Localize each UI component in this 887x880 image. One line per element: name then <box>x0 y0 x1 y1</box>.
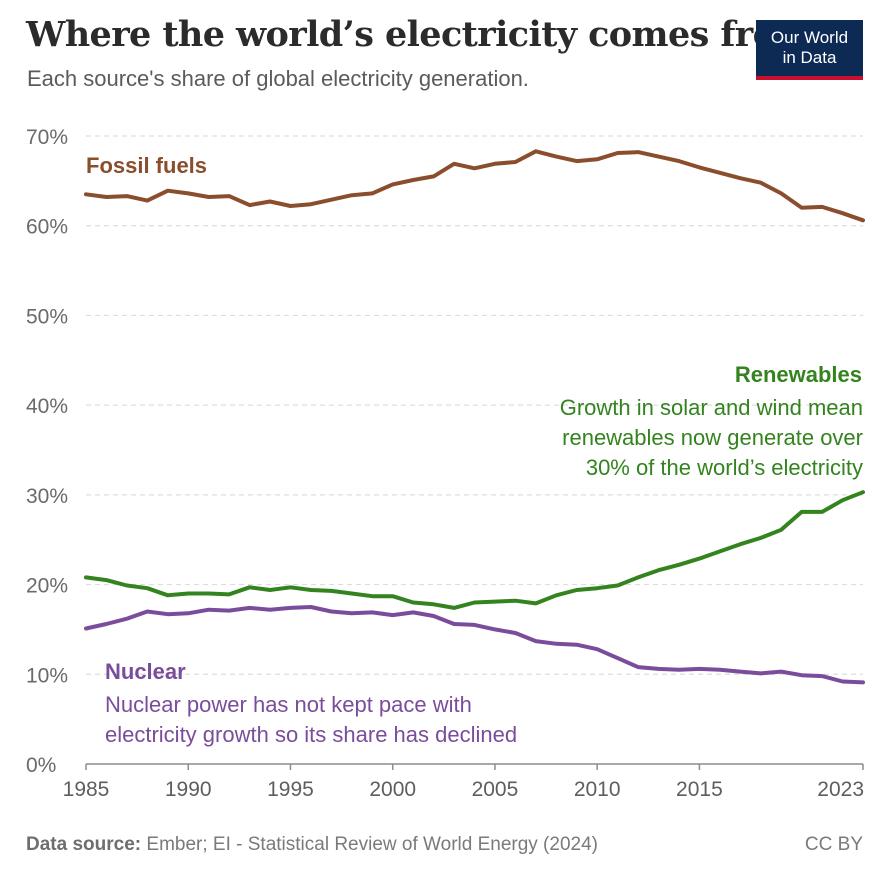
series-lines <box>84 149 865 685</box>
y-tick-label: 70% <box>26 126 68 149</box>
renewables-note: Growth in solar and wind mean renewables… <box>560 393 863 483</box>
chart-subtitle: Each source's share of global electricit… <box>27 66 529 91</box>
series-line-renewables[interactable] <box>84 490 865 610</box>
x-tick-label: 2010 <box>574 778 621 801</box>
y-axis-ticks: 0% 10% 20% 30% 40% 50% 60% 70% <box>26 126 68 777</box>
y-tick-label: 20% <box>26 575 68 598</box>
x-tick-label: 1990 <box>165 778 212 801</box>
renewables-note-line: renewables now generate over <box>562 425 863 450</box>
x-tick-label: 1985 <box>63 778 110 801</box>
x-tick-label: 2005 <box>472 778 519 801</box>
renewables-label: Renewables <box>734 362 862 387</box>
series-line-fossil-fuels[interactable] <box>84 149 865 223</box>
data-source: Data source: Ember; EI - Statistical Rev… <box>26 834 598 856</box>
series-line-nuclear[interactable] <box>84 605 865 685</box>
x-tick-label: 2000 <box>369 778 416 801</box>
y-tick-label: 0% <box>26 754 56 777</box>
nuclear-note-line: electricity growth so its share has decl… <box>105 722 518 747</box>
data-source-label: Data source: <box>26 834 142 855</box>
x-tick-label: 2023 <box>817 778 864 801</box>
data-source-text: Ember; EI - Statistical Review of World … <box>146 834 598 855</box>
chart-title: Where the world’s electricity comes from <box>26 14 812 55</box>
y-tick-label: 30% <box>26 485 68 508</box>
y-tick-label: 10% <box>26 664 68 687</box>
renewables-note-line: Growth in solar and wind mean <box>559 395 863 420</box>
owid-logo[interactable]: Our World in Data <box>756 20 863 80</box>
y-tick-label: 40% <box>26 395 68 418</box>
renewables-note-line: 30% of the world’s electricity <box>585 455 863 480</box>
fossil-fuels-label: Fossil fuels <box>86 153 208 178</box>
x-tick-label: 2015 <box>676 778 723 801</box>
logo-line-1: Our World <box>770 28 849 47</box>
nuclear-label: Nuclear <box>105 659 186 684</box>
x-axis: 1985 1990 1995 2000 2005 2010 2015 2023 <box>63 763 864 801</box>
y-tick-label: 50% <box>26 305 68 328</box>
nuclear-note-line: Nuclear power has not kept pace with <box>105 692 472 717</box>
y-tick-label: 60% <box>26 216 68 239</box>
license[interactable]: CC BY <box>804 834 863 855</box>
nuclear-note: Nuclear power has not kept pace with ele… <box>105 690 517 750</box>
x-tick-label: 1995 <box>267 778 314 801</box>
gridlines <box>86 135 863 675</box>
logo-line-2: in Data <box>782 48 837 67</box>
